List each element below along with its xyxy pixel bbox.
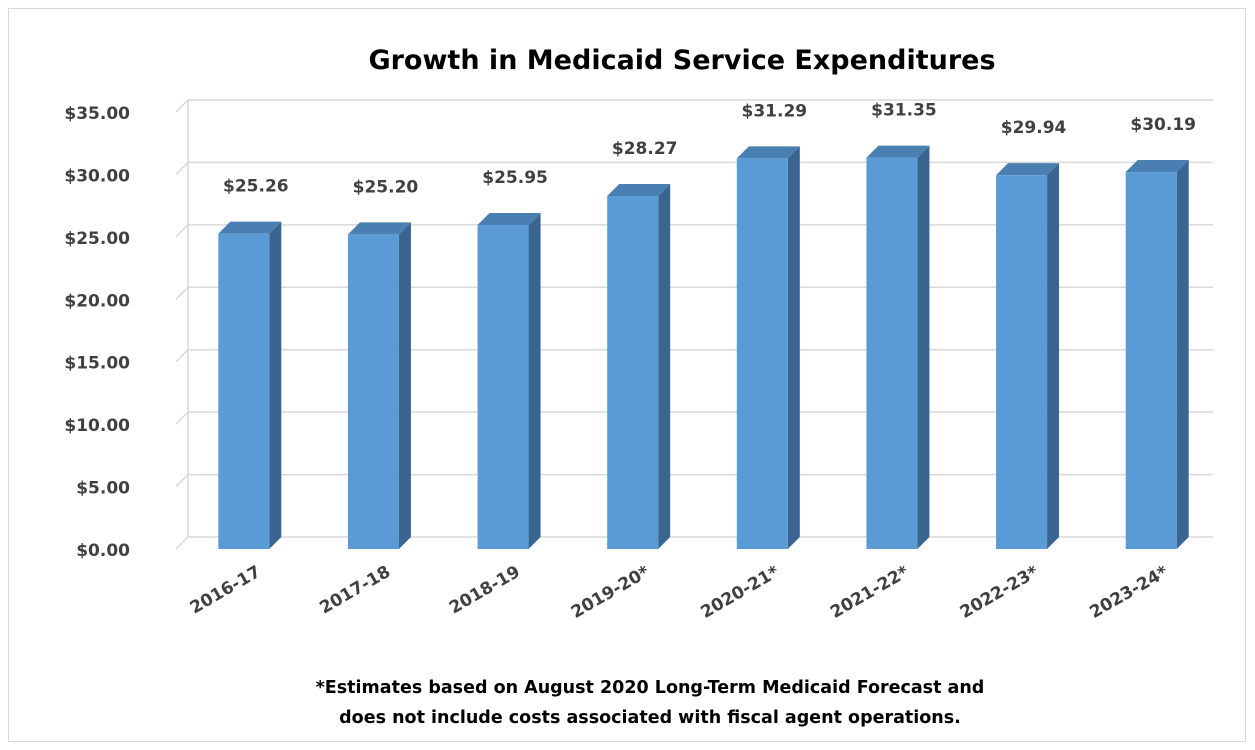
y-tick-label: $35.00 (64, 104, 130, 124)
x-tick-label: 2021-22* (827, 562, 912, 623)
data-label: $25.20 (353, 177, 419, 197)
bar-side (917, 145, 930, 549)
y-tick-label: $20.00 (64, 291, 130, 311)
x-tick-label: 2016-17 (187, 562, 265, 618)
bar (1125, 160, 1189, 550)
bar-side (787, 146, 800, 549)
bar-top (1125, 160, 1189, 173)
bar-top (477, 212, 541, 225)
data-label: $25.95 (482, 168, 548, 188)
bar-side (528, 212, 541, 549)
bar-top (218, 221, 282, 234)
footnote-line-2: does not include costs associated with f… (339, 708, 961, 728)
gridline-side (175, 411, 189, 425)
bar-top (607, 184, 671, 197)
gridline-side (175, 99, 189, 113)
gridline-side (175, 286, 189, 300)
y-tick-label: $10.00 (64, 416, 130, 436)
bar (347, 222, 411, 550)
data-label: $25.26 (223, 177, 289, 197)
x-tick-label: 2018-19 (446, 562, 524, 618)
x-axis-tick-labels: 2016-17 2017-18 2018-19 2019-20* 2020-21* 202… (187, 562, 1172, 623)
y-tick-label: $30.00 (64, 166, 130, 186)
bar-side (1047, 163, 1060, 549)
bar-top (347, 222, 411, 235)
bar (477, 212, 541, 549)
bar-side (269, 221, 282, 550)
gridline-side (175, 474, 189, 488)
bar-side (1176, 160, 1189, 550)
bar (607, 184, 671, 549)
data-labels: $25.26 $25.20 $25.95 $28.27 $31.29 $31.35 $29.… (223, 101, 1196, 198)
data-label: $28.27 (612, 139, 678, 159)
gridline-side (175, 224, 189, 238)
footnote-line-1: *Estimates based on August 2020 Long-Ter… (316, 678, 985, 698)
bar (996, 163, 1060, 549)
x-tick-label: 2019-20* (568, 562, 653, 623)
x-tick-label: 2022-23* (957, 562, 1042, 623)
bars (218, 145, 1189, 550)
bar-front (218, 233, 270, 550)
y-tick-label: $15.00 (64, 354, 130, 374)
bar-front (736, 158, 788, 549)
data-label: $31.29 (742, 101, 808, 121)
x-tick-label: 2020-21* (698, 562, 783, 623)
bar-top (736, 146, 800, 159)
data-label: $31.35 (871, 101, 937, 121)
gridline-side (175, 161, 189, 175)
bar (736, 146, 800, 549)
bar-top (996, 163, 1060, 176)
bar-side (658, 184, 671, 549)
bar-front (347, 234, 399, 550)
bar-front (607, 196, 659, 549)
x-tick-label: 2023-24* (1086, 562, 1171, 623)
bar-side (398, 222, 411, 550)
data-label: $30.19 (1130, 115, 1196, 135)
bar-front (477, 224, 529, 549)
chart-title: Growth in Medicaid Service Expenditures (368, 45, 995, 76)
y-axis-tick-labels: $0.00 $5.00 $10.00 $15.00 $20.00 $25.00 $30.00… (64, 104, 130, 561)
y-tick-label: $5.00 (76, 479, 130, 499)
gridline-side (175, 349, 189, 363)
bar-front (866, 157, 918, 549)
data-label: $29.94 (1001, 118, 1067, 138)
y-tick-label: $0.00 (76, 541, 130, 561)
gridline-side (175, 536, 189, 550)
y-tick-label: $25.00 (64, 229, 130, 249)
bar (218, 221, 282, 550)
bar (866, 145, 930, 549)
bar-front (1125, 172, 1177, 550)
bar-top (866, 145, 930, 158)
bar-front (996, 175, 1048, 549)
x-tick-label: 2017-18 (316, 562, 394, 618)
